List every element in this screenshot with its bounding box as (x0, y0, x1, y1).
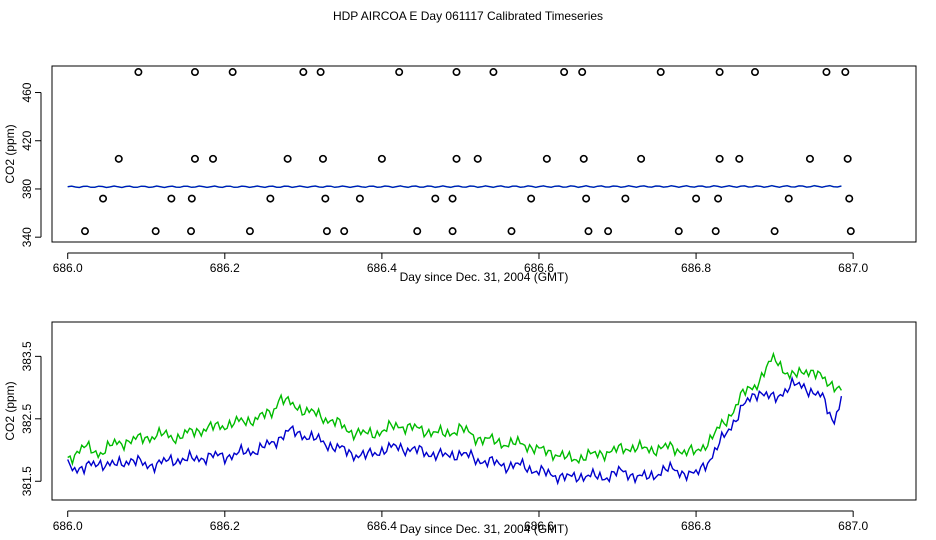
data-point (846, 227, 855, 236)
data-point (431, 194, 440, 203)
data-point (507, 227, 516, 236)
data-point (527, 194, 536, 203)
panel-bottom: Day since Dec. 31, 2004 (GMT) CO2 (ppm) … (3, 321, 917, 536)
panel-bottom-x-tick-label: 686.8 (681, 519, 711, 533)
data-point (674, 227, 683, 236)
data-point (805, 154, 814, 163)
data-point (80, 227, 89, 236)
panel-bottom-x-tick-label: 686.2 (210, 519, 240, 533)
data-point (578, 68, 587, 77)
data-point (582, 194, 591, 203)
data-point (452, 68, 461, 77)
data-point (134, 68, 143, 77)
data-point (283, 154, 292, 163)
panel-top-x-tick-label: 687.0 (838, 261, 868, 275)
data-point (377, 154, 386, 163)
data-point (715, 154, 724, 163)
data-point (299, 68, 308, 77)
data-point (735, 154, 744, 163)
data-point (621, 194, 630, 203)
data-point (473, 154, 482, 163)
data-point (489, 68, 498, 77)
data-point (448, 227, 457, 236)
data-point (692, 194, 701, 203)
data-point (560, 68, 569, 77)
data-point (604, 227, 613, 236)
data-point (114, 154, 123, 163)
panel-top-x-tick-label: 686.6 (524, 261, 554, 275)
data-point (448, 194, 457, 203)
data-point (228, 68, 237, 77)
data-point (322, 227, 331, 236)
data-point (187, 227, 196, 236)
data-point (715, 68, 724, 77)
panel-bottom-x-tick-label: 686.6 (524, 519, 554, 533)
panel-bottom-x-tick-label: 686.4 (367, 519, 397, 533)
series-blue-line (67, 375, 843, 486)
data-point (167, 194, 176, 203)
panel-top-x-tick-label: 686.2 (210, 261, 240, 275)
chart-title: HDP AIRCOA E Day 061117 Calibrated Times… (332, 9, 604, 23)
data-point (579, 154, 588, 163)
data-point (355, 194, 364, 203)
data-point (151, 227, 160, 236)
data-point (209, 154, 218, 163)
data-point (245, 227, 254, 236)
data-point (770, 227, 779, 236)
data-point (822, 68, 831, 77)
panel-top-frame (51, 65, 917, 243)
panel-top-y-tick-label: 340 (20, 227, 34, 247)
data-point (187, 194, 196, 203)
panel-bottom-y-tick-label: 383.5 (20, 341, 34, 371)
panel-bottom-x-tick-label: 687.0 (838, 519, 868, 533)
data-point (845, 194, 854, 203)
panel-bottom-ylabel: CO2 (ppm) (3, 381, 17, 440)
data-point (714, 194, 723, 203)
panel-bottom-frame (51, 321, 917, 501)
panel-bottom-x-tick-label: 686.0 (53, 519, 83, 533)
data-point (841, 68, 850, 77)
data-point (843, 154, 852, 163)
data-point (316, 68, 325, 77)
data-point (321, 194, 330, 203)
data-point (340, 227, 349, 236)
panel-bottom-y-tick-label: 381.5 (20, 466, 34, 496)
panel-top-x-tick-label: 686.4 (367, 261, 397, 275)
data-point (711, 227, 720, 236)
data-point (395, 68, 404, 77)
data-point (190, 68, 199, 77)
data-point (637, 154, 646, 163)
data-point (318, 154, 327, 163)
panel-bottom-xlabel: Day since Dec. 31, 2004 (GMT) (400, 522, 569, 536)
panel-top-ylabel: CO2 (ppm) (3, 124, 17, 183)
panel-top: Day since Dec. 31, 2004 (GMT) CO2 (ppm) … (3, 65, 917, 284)
panel-top-y-tick-label: 420 (20, 130, 34, 150)
panel-top-x-tick-label: 686.8 (681, 261, 711, 275)
data-point (99, 194, 108, 203)
panel-top-y-tick-label: 460 (20, 82, 34, 102)
data-point (750, 68, 759, 77)
data-point (190, 154, 199, 163)
data-point (452, 154, 461, 163)
panel-top-blue-line (67, 185, 842, 189)
data-point (584, 227, 593, 236)
panel-top-y-tick-label: 380 (20, 179, 34, 199)
data-point (784, 194, 793, 203)
series-green-line (67, 351, 843, 467)
panel-top-xlabel: Day since Dec. 31, 2004 (GMT) (400, 270, 569, 284)
panel-top-x-tick-label: 686.0 (53, 261, 83, 275)
data-point (266, 194, 275, 203)
data-point (413, 227, 422, 236)
data-point (656, 68, 665, 77)
data-point (542, 154, 551, 163)
panel-bottom-y-tick-label: 382.5 (20, 403, 34, 433)
